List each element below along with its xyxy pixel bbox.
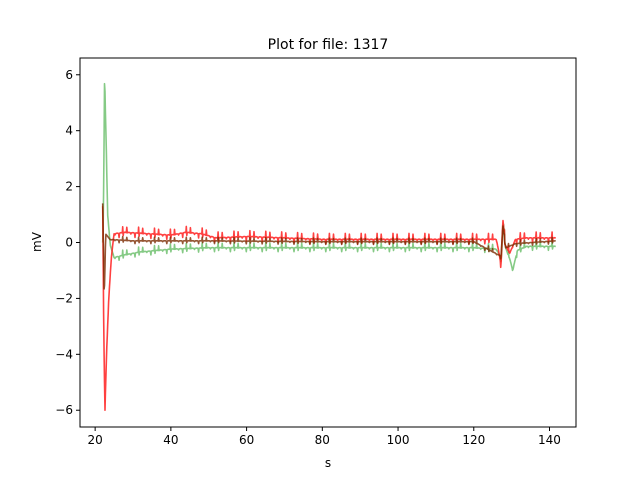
y-tick-label: 0: [65, 236, 73, 250]
x-tick-label: 80: [315, 433, 330, 447]
x-tick-label: 40: [163, 433, 178, 447]
x-tick-label: 100: [387, 433, 410, 447]
x-tick-label: 20: [88, 433, 103, 447]
plot-area: [80, 58, 576, 427]
series-layer: [101, 82, 557, 412]
y-tick-label: 2: [65, 180, 73, 194]
y-tick-label: −4: [55, 347, 73, 361]
x-axis-label: s: [325, 456, 331, 470]
series-line-1: [101, 206, 557, 412]
y-axis: −6 −4 −2 0 2 4 6: [55, 68, 80, 417]
y-tick-label: −2: [55, 291, 73, 305]
y-tick-label: 4: [65, 124, 73, 138]
x-tick-label: 120: [462, 433, 485, 447]
y-axis-label: mV: [30, 231, 44, 252]
series-line-2: [101, 203, 557, 290]
x-tick-label: 60: [239, 433, 254, 447]
series-line-0: [101, 82, 557, 272]
x-tick-label: 140: [538, 433, 561, 447]
y-tick-label: 6: [65, 68, 73, 82]
y-tick-label: −6: [55, 403, 73, 417]
chart-title: Plot for file: 1317: [268, 37, 389, 53]
x-axis: 20 40 60 80 100 120 140: [88, 427, 561, 447]
